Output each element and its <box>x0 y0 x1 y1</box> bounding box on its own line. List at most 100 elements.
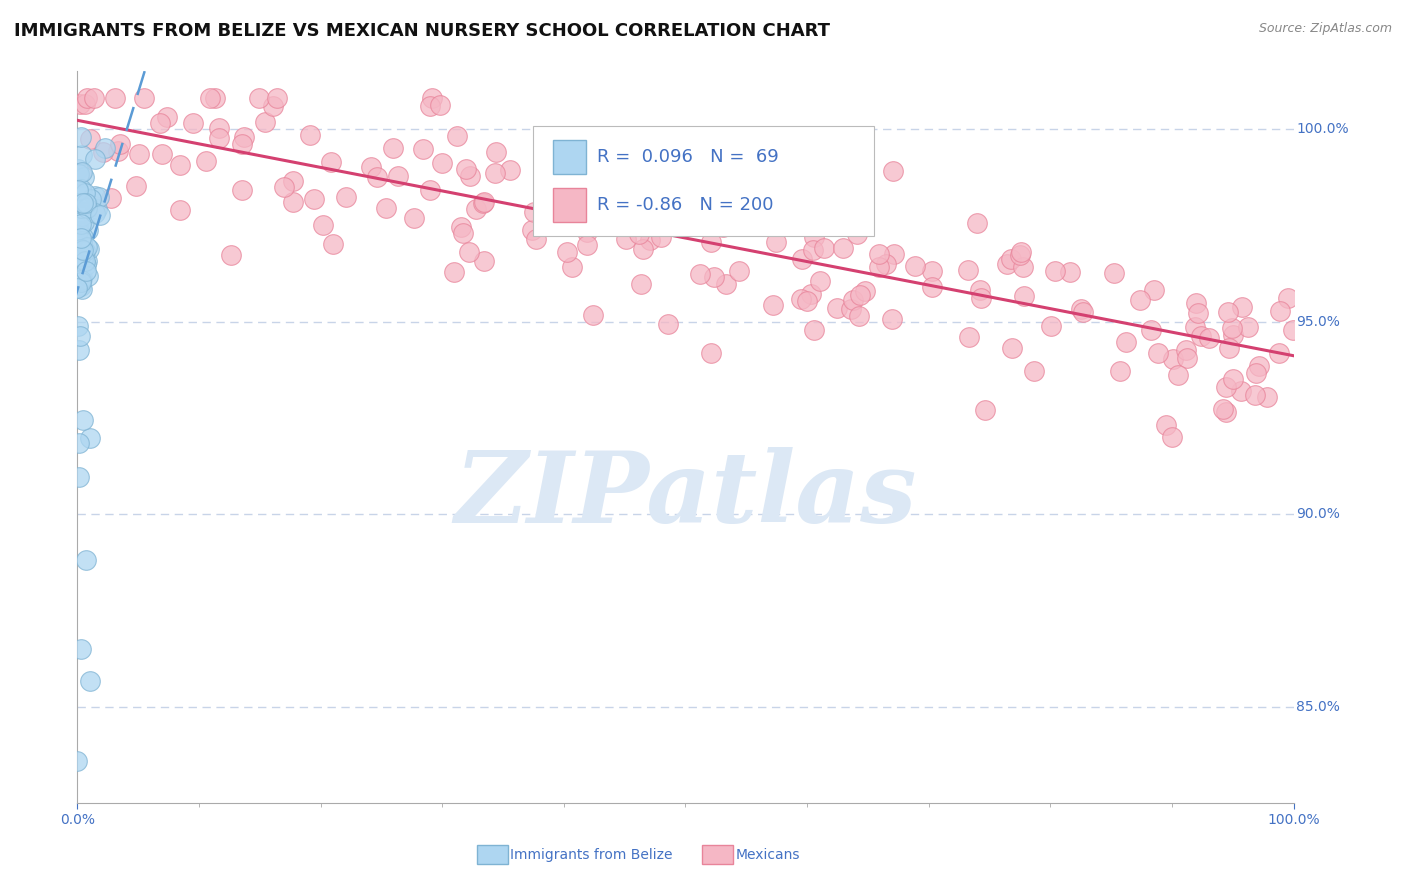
Point <box>828 201 851 215</box>
Point <box>588 194 610 209</box>
Point <box>921 280 943 294</box>
Point <box>79 192 101 206</box>
Point <box>84 199 107 213</box>
Point <box>75 186 97 201</box>
Point <box>472 253 495 268</box>
Point <box>1043 264 1066 278</box>
Point <box>443 265 465 279</box>
Point <box>464 202 486 217</box>
Point <box>283 194 305 209</box>
Point <box>835 198 858 212</box>
Point <box>1071 305 1094 319</box>
Point <box>247 91 270 105</box>
Point <box>72 189 94 203</box>
Point <box>156 110 179 124</box>
Point <box>72 242 94 256</box>
Point <box>335 190 357 204</box>
Point <box>66 281 89 295</box>
Point <box>728 264 751 278</box>
Text: Immigrants from Belize: Immigrants from Belize <box>510 847 673 862</box>
Point <box>818 193 841 207</box>
Point <box>76 240 98 254</box>
Point <box>70 283 93 297</box>
Point <box>1161 430 1184 444</box>
Point <box>70 217 93 231</box>
FancyBboxPatch shape <box>553 187 586 222</box>
Point <box>575 176 598 190</box>
Point <box>104 91 127 105</box>
Point <box>633 242 655 256</box>
Point <box>650 230 672 244</box>
Point <box>1230 384 1253 398</box>
Point <box>700 235 723 249</box>
Point <box>957 330 980 344</box>
Point <box>69 181 91 195</box>
Point <box>382 141 405 155</box>
Point <box>1212 402 1234 417</box>
Point <box>1012 289 1035 303</box>
Point <box>689 267 711 281</box>
Point <box>77 242 100 256</box>
Point <box>1191 329 1213 343</box>
Point <box>1256 390 1278 404</box>
Point <box>66 318 89 333</box>
Point <box>561 260 583 275</box>
Point <box>67 343 90 357</box>
Point <box>682 191 704 205</box>
Point <box>534 140 557 154</box>
Point <box>541 167 564 181</box>
Point <box>419 99 441 113</box>
Point <box>69 249 91 263</box>
Point <box>231 137 253 152</box>
Point <box>738 211 761 225</box>
Point <box>1040 319 1063 334</box>
Point <box>640 233 662 247</box>
Text: ZIPatlas: ZIPatlas <box>454 448 917 544</box>
Point <box>89 190 111 204</box>
Point <box>72 215 94 229</box>
Point <box>839 301 862 316</box>
Point <box>66 161 89 176</box>
Point <box>966 217 988 231</box>
Point <box>134 91 156 105</box>
Text: R =  0.096   N =  69: R = 0.096 N = 69 <box>596 148 779 166</box>
Point <box>1230 300 1253 314</box>
Point <box>1161 351 1184 366</box>
Point <box>360 160 382 174</box>
Point <box>69 201 91 215</box>
Point <box>446 129 468 144</box>
Point <box>703 269 725 284</box>
Point <box>800 287 823 301</box>
Point <box>520 223 543 237</box>
Point <box>572 146 595 161</box>
Point <box>70 230 93 244</box>
Point <box>1174 343 1197 357</box>
Point <box>451 227 474 241</box>
Point <box>1024 364 1046 378</box>
Point <box>283 174 305 188</box>
Point <box>66 206 89 220</box>
Point <box>69 278 91 293</box>
Point <box>1147 346 1170 360</box>
Point <box>70 642 93 657</box>
Point <box>100 191 122 205</box>
Point <box>1139 323 1161 337</box>
FancyBboxPatch shape <box>553 140 586 175</box>
Point <box>73 254 96 268</box>
Point <box>67 224 90 238</box>
Point <box>555 244 578 259</box>
Text: Mexicans: Mexicans <box>735 847 800 862</box>
Point <box>219 248 242 262</box>
Point <box>70 147 93 161</box>
Point <box>1198 331 1220 345</box>
Point <box>67 167 90 181</box>
Point <box>1244 367 1267 381</box>
Point <box>89 208 111 222</box>
Point <box>875 257 897 271</box>
Text: Source: ZipAtlas.com: Source: ZipAtlas.com <box>1258 22 1392 36</box>
Point <box>803 323 825 337</box>
Point <box>79 673 101 688</box>
Point <box>882 312 904 326</box>
Text: 95.0%: 95.0% <box>1296 315 1340 328</box>
Point <box>86 202 108 216</box>
